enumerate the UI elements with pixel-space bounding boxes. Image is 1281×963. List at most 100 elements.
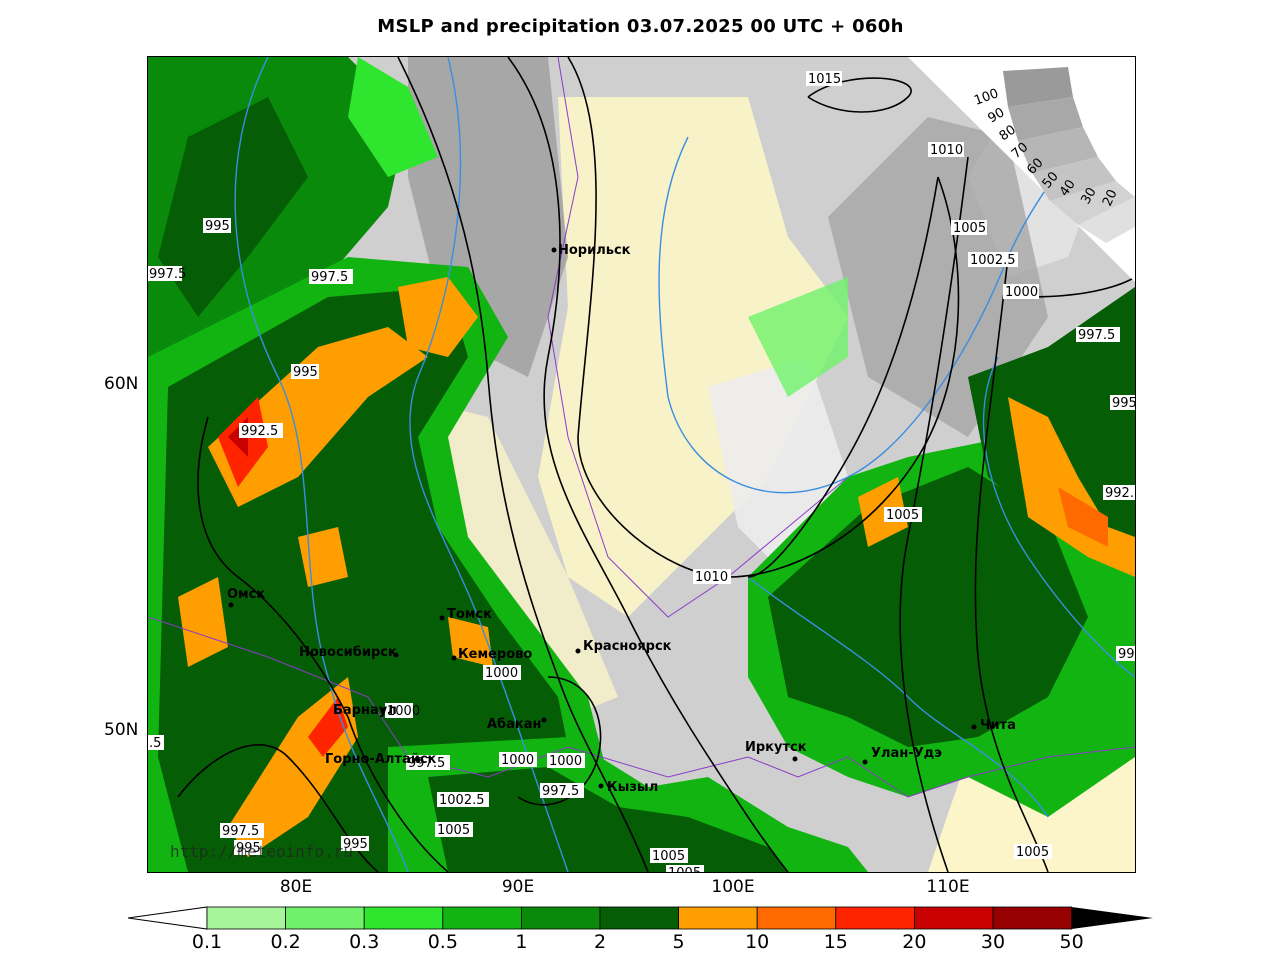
isobar-label: 995 [234,840,262,856]
svg-text:Омск: Омск [227,587,265,602]
legend-tick-label: 20 [902,931,927,953]
legend-tick-label: 2 [593,931,607,953]
legend-tick-label: 30 [980,931,1006,953]
legend-swatch [521,906,601,930]
legend-tick-label: 0.1 [191,931,223,953]
svg-text:1002.5: 1002.5 [970,253,1016,268]
precipitation-east [388,277,1135,872]
svg-text:1005: 1005 [886,508,919,523]
svg-text:Красноярск: Красноярск [583,639,672,654]
isobar-label: 1005 [884,507,922,523]
isobar-label: 995 [203,218,231,234]
cloud-scale-label: 90 [986,105,1008,126]
city-chita[interactable]: Чита [971,718,1016,733]
lat-label-50n: 50N [104,720,139,740]
legend-tick-label: 1 [515,931,528,953]
isobar-label: 1005 [1014,844,1052,860]
legend-arrow-min [127,906,208,930]
cloud-scale-label: 30 [1078,185,1099,207]
legend-swatch [678,906,758,930]
city-omsk[interactable]: Омск [227,587,265,608]
svg-text:Норильск: Норильск [558,243,631,258]
source-url: http://meteoinfo.ru [170,842,354,861]
weather-map[interactable]: 100 90 80 70 60 50 40 30 20 1015 1010 10… [147,56,1136,873]
lat-label-60n: 60N [104,374,139,394]
isobar-label: 1015 [806,71,842,87]
legend-arrow-max [1071,907,1153,929]
svg-text:Улан-Удэ: Улан-Удэ [871,746,942,761]
legend-tick-label: 10 [745,931,770,953]
isobar-label: 1010 [928,142,964,158]
svg-text:Абакан: Абакан [487,717,542,732]
legend-swatch [442,906,522,930]
svg-text:992.5: 992.5 [241,424,278,439]
isobar-label: 992.5 [239,423,283,439]
city-markers: Норильск Томск Омск Новосибирск Кемерово… [227,243,1016,795]
city-gorno-altaysk[interactable]: Горно-Алтайск [325,752,437,767]
cloud-scale-label: 20 [1100,187,1121,208]
svg-text:1000: 1000 [1005,285,1038,300]
legend-swatch [599,906,679,930]
svg-text:Иркутск: Иркутск [745,740,807,755]
isobar-label: 1002.5 [437,792,489,808]
svg-text:1005: 1005 [1016,845,1049,860]
city-tomsk[interactable]: Томск [439,607,493,622]
svg-text:Горно-Алтайск: Горно-Алтайск [325,752,437,767]
svg-text:Барнаул: Барнаул [333,703,397,718]
city-irkutsk[interactable]: Иркутск [745,740,807,762]
svg-text:992.5: 992.5 [1105,486,1135,501]
isobar-label: 997.5 [309,269,353,285]
isobar-label: 1000 [483,665,521,681]
svg-text:995: 995 [236,841,261,856]
svg-text:1010: 1010 [930,143,963,158]
svg-text:997.5: 997.5 [149,267,186,282]
legend-swatch [206,906,286,930]
city-barnaul[interactable]: Барнаул [333,703,397,718]
city-norilsk[interactable]: Норильск [551,243,631,258]
svg-text:997.5: 997.5 [311,270,348,285]
isobar-label: 995 [341,836,369,852]
isobar-label: 1005 [666,865,704,872]
isobar-label: 995 [1110,395,1135,411]
legend-tick-label: 50 [1059,931,1084,953]
cloud-scale-labels: 100 90 80 70 60 50 40 30 20 [972,86,1120,209]
country-borders [148,57,1135,798]
isobar-label: 1005 [435,822,473,838]
svg-text:995: 995 [205,219,230,234]
svg-text:Кызыл: Кызыл [607,780,658,795]
city-krasnoyarsk[interactable]: Красноярск [575,639,672,654]
isobar-label: 1005 [650,848,688,864]
city-abakan[interactable]: Абакан [487,717,547,732]
svg-text:997.5: 997.5 [542,784,579,799]
isobar-label: 1000 [499,752,537,768]
isobars [177,57,1135,872]
isobar-label: 99 [1116,646,1135,662]
svg-text:997.5: 997.5 [1078,328,1115,343]
svg-text:1002.5: 1002.5 [439,793,485,808]
svg-text:1000: 1000 [549,754,582,769]
cloud-cover-scale [1003,67,1135,243]
legend-swatch [363,906,444,930]
isobar-label: 1005 [951,220,987,236]
legend-swatch [756,906,837,930]
legend-swatch [914,906,994,930]
isobar-label: 992.5 [1103,485,1135,501]
map-canvas: 100 90 80 70 60 50 40 30 20 1015 1010 10… [148,57,1135,872]
lon-label-110e: 110E [926,877,970,897]
dark-cloud-band [828,117,1048,437]
svg-text:Кемерово: Кемерово [458,647,532,662]
lon-label-90e: 90E [501,877,535,897]
city-ulan-ude[interactable]: Улан-Удэ [862,746,943,765]
svg-text:Чита: Чита [980,718,1016,733]
city-novosibirsk[interactable]: Новосибирск [299,645,399,660]
city-kemerovo[interactable]: Кемерово [451,647,533,662]
svg-text:1005: 1005 [652,849,685,864]
svg-text:1000: 1000 [501,753,534,768]
legend-tick-label: 0.5 [427,931,458,953]
chart-title: MSLP and precipitation 03.07.2025 00 UTC… [377,16,904,37]
svg-text:997.5: 997.5 [222,824,259,839]
legend-tick-label: 15 [823,931,848,953]
city-kyzyl[interactable]: Кызыл [598,780,659,795]
legend-tick-label: 5 [672,931,685,953]
